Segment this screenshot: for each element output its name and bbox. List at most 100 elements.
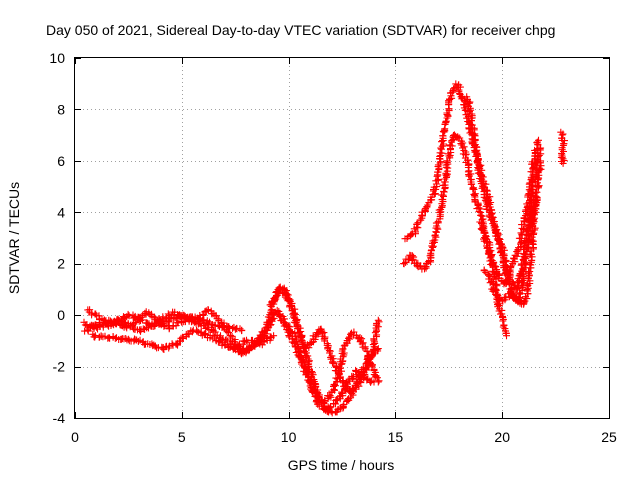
data-point	[229, 345, 237, 353]
data-point	[135, 317, 143, 325]
data-point	[473, 151, 481, 159]
data-point	[516, 290, 524, 298]
data-point	[339, 402, 347, 410]
data-point	[525, 180, 533, 188]
data-point	[320, 329, 328, 337]
data-point	[332, 363, 340, 371]
data-point	[294, 324, 302, 332]
data-point	[530, 229, 538, 237]
y-tick-label: 10	[49, 50, 65, 66]
data-point	[436, 149, 444, 157]
data-point	[530, 216, 538, 224]
data-point	[162, 315, 170, 323]
data-point	[293, 337, 300, 345]
data-point	[236, 325, 244, 333]
data-point	[526, 197, 533, 205]
data-point	[492, 263, 500, 271]
data-point	[359, 371, 367, 379]
data-point	[367, 360, 375, 368]
data-point	[269, 315, 276, 323]
data-point	[352, 366, 360, 374]
data-point	[450, 85, 457, 93]
data-point	[331, 386, 338, 394]
data-point	[329, 359, 336, 367]
data-point	[558, 136, 566, 144]
data-point	[195, 315, 203, 322]
data-point	[535, 136, 542, 144]
data-point	[477, 225, 485, 233]
data-point	[475, 208, 483, 215]
x-tick-label: 25	[601, 429, 617, 445]
data-point	[505, 267, 513, 275]
data-point	[537, 157, 545, 165]
data-point	[125, 312, 133, 320]
x-tick-label: 0	[71, 429, 79, 445]
data-point	[143, 319, 151, 327]
data-point	[354, 379, 362, 387]
data-point	[328, 409, 336, 417]
data-point	[438, 138, 445, 146]
data-point	[479, 183, 487, 191]
data-point	[158, 316, 166, 324]
data-point	[345, 334, 352, 342]
data-point	[234, 341, 242, 349]
data-point	[480, 267, 488, 275]
data-point	[529, 164, 537, 172]
data-point	[375, 318, 383, 326]
data-point	[296, 352, 304, 360]
data-point	[532, 188, 540, 196]
data-point	[211, 333, 219, 341]
data-point	[375, 377, 383, 385]
data-point	[462, 150, 470, 158]
data-point	[286, 323, 294, 331]
data-point	[467, 120, 475, 128]
data-point	[193, 327, 201, 335]
data-point	[453, 133, 461, 141]
data-point	[138, 316, 146, 324]
x-tick-label: 15	[388, 429, 404, 445]
data-point	[296, 348, 304, 356]
data-point	[101, 318, 109, 326]
data-point	[363, 347, 371, 355]
y-tick-label: -4	[53, 410, 66, 426]
data-point	[423, 203, 431, 210]
data-point	[164, 310, 172, 318]
data-point	[488, 278, 495, 285]
data-point	[88, 311, 96, 319]
data-point	[433, 180, 441, 188]
data-point	[493, 290, 501, 298]
y-tick-label: 8	[57, 101, 65, 117]
data-point	[244, 338, 252, 346]
data-point	[280, 315, 288, 323]
data-point	[165, 324, 173, 332]
data-point	[199, 312, 207, 319]
data-point	[533, 146, 541, 154]
data-point	[108, 319, 116, 327]
x-tick-label: 10	[281, 429, 297, 445]
data-point	[518, 238, 526, 246]
data-point	[502, 294, 510, 302]
data-point	[372, 373, 380, 381]
data-point	[487, 253, 495, 261]
data-point	[332, 374, 340, 382]
data-point	[499, 317, 507, 325]
y-axis-label: SDTVAR / TECUs	[6, 182, 22, 294]
data-point	[157, 317, 164, 325]
data-point	[559, 130, 567, 138]
data-point	[412, 228, 419, 236]
data-point	[141, 309, 149, 317]
data-point	[288, 302, 295, 310]
data-point	[512, 292, 520, 300]
data-point	[413, 220, 421, 228]
data-point	[503, 332, 510, 340]
data-point	[435, 164, 443, 172]
grid-lines	[75, 58, 609, 418]
data-point	[518, 230, 526, 238]
data-point	[500, 322, 508, 329]
data-point	[374, 316, 382, 324]
x-axis-label: GPS time / hours	[288, 457, 395, 473]
data-point	[527, 250, 534, 258]
data-point	[434, 218, 442, 226]
data-point	[289, 313, 297, 321]
